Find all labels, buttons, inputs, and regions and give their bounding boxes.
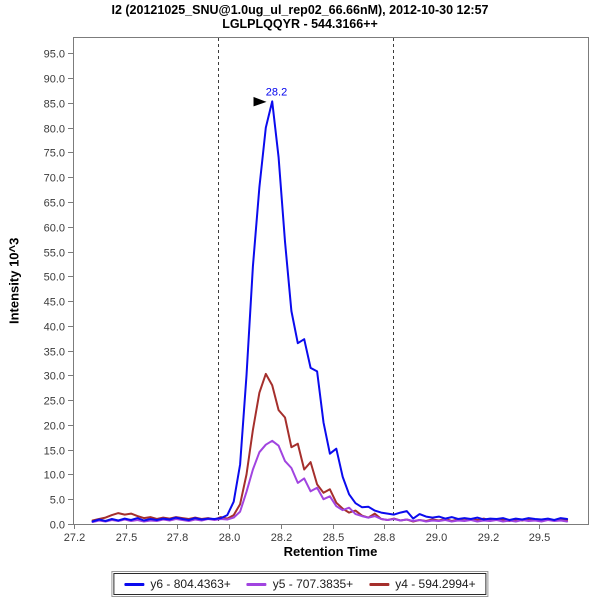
- y-tick-label: 0.0: [50, 520, 65, 532]
- legend-item-y5: y5 - 707.3835+: [246, 577, 354, 591]
- y-tick-label: 85.0: [44, 99, 65, 111]
- x-tick-label: 28.5: [323, 532, 344, 544]
- y-tick-label: 95.0: [44, 49, 65, 61]
- y-tick-label: 25.0: [44, 396, 65, 408]
- x-tick-label: 27.2: [64, 532, 85, 544]
- y-tick-label: 10.0: [44, 470, 65, 482]
- legend-swatch-y6: [124, 582, 145, 586]
- legend: y6 - 804.4363+ y5 - 707.3835+ y4 - 594.2…: [111, 571, 489, 597]
- y-tick-label: 75.0: [44, 148, 65, 160]
- legend-label-y6: y6 - 804.4363+: [150, 577, 231, 591]
- series-line-y6: [91, 100, 569, 523]
- series-line-y5: [91, 439, 569, 523]
- legend-item-y6: y6 - 804.4363+: [124, 577, 231, 591]
- peak-pointer-icon[interactable]: [253, 96, 267, 107]
- y-tick-label: 65.0: [44, 198, 65, 210]
- y-tick-label: 5.0: [50, 495, 65, 507]
- y-tick-label: 20.0: [44, 421, 65, 433]
- y-tick-label: 35.0: [44, 347, 65, 359]
- y-tick-label: 15.0: [44, 446, 65, 458]
- y-tick-label: 30.0: [44, 371, 65, 383]
- y-tick-label: 60.0: [44, 223, 65, 235]
- x-tick-label: 28.8: [374, 532, 395, 544]
- chart-header: I2 (20121025_SNU@1.0ug_ul_rep02_66.66nM)…: [0, 3, 600, 31]
- x-axis-title: Retention Time: [283, 544, 378, 559]
- x-tick-label: 29.2: [478, 532, 499, 544]
- chart-subtitle: LGLPLQQYR - 544.3166++: [222, 17, 378, 31]
- legend-box: y6 - 804.4363+ y5 - 707.3835+ y4 - 594.2…: [113, 573, 487, 595]
- peak-annotation-label: 28.2: [266, 86, 287, 98]
- y-axis-title: Intensity 10^3: [6, 237, 22, 324]
- y-tick-label: 80.0: [44, 124, 65, 136]
- legend-swatch-y5: [246, 582, 267, 586]
- x-tick-label: 29.0: [426, 532, 447, 544]
- x-tick-label: 28.0: [219, 532, 240, 544]
- y-tick-label: 90.0: [44, 74, 65, 86]
- y-tick-label: 50.0: [44, 272, 65, 284]
- x-tick-label: 28.2: [271, 532, 292, 544]
- x-tick-label: 27.8: [167, 532, 188, 544]
- x-tick-label: 27.5: [116, 532, 137, 544]
- legend-item-y4: y4 - 594.2994+: [369, 577, 476, 591]
- legend-label-y5: y5 - 707.3835+: [272, 577, 354, 591]
- y-tick-label: 40.0: [44, 322, 65, 334]
- plot-frame: [73, 37, 589, 525]
- y-tick-label: 45.0: [44, 297, 65, 309]
- y-tick-label: 55.0: [44, 248, 65, 260]
- y-tick-label: 70.0: [44, 173, 65, 185]
- legend-swatch-y4: [369, 582, 390, 586]
- chart-title: I2 (20121025_SNU@1.0ug_ul_rep02_66.66nM)…: [111, 3, 489, 17]
- x-tick-label: 29.5: [529, 532, 550, 544]
- legend-label-y4: y4 - 594.2994+: [395, 577, 476, 591]
